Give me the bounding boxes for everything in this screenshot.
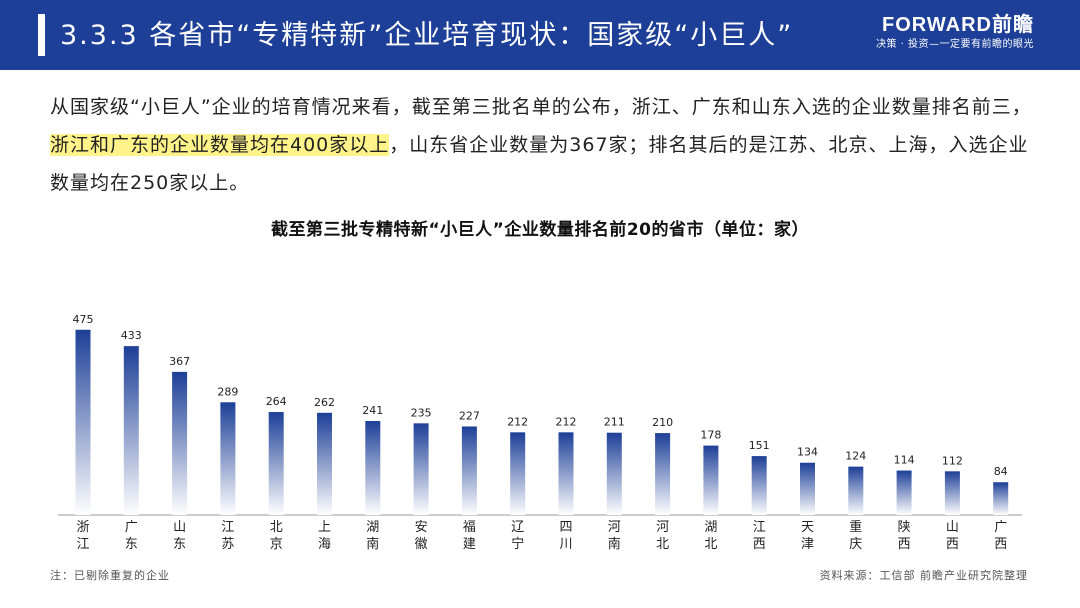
bar [268, 412, 284, 515]
data-label: 367 [169, 355, 190, 368]
x-tick-label: 津 [801, 537, 814, 552]
data-label: 84 [994, 465, 1008, 478]
x-tick-label: 海 [318, 537, 331, 552]
data-label: 151 [749, 439, 770, 452]
x-tick-label: 庆 [849, 537, 862, 552]
x-tick-label: 建 [463, 537, 476, 552]
x-tick-label: 重 [849, 519, 862, 535]
logo-slogan: 决策 · 投资—一定要有前瞻的眼光 [875, 39, 1034, 50]
chart-title: 截至第三批专精特新“小巨人”企业数量排名前20的省市（单位：家） [270, 220, 809, 240]
x-tick-label: 安 [415, 520, 428, 535]
x-tick-label: 川 [559, 537, 572, 552]
x-tick-label: 天 [801, 520, 814, 535]
intro-highlight: 浙江和广东的企业数量均在400家以上 [50, 134, 390, 156]
x-tick-label: 山 [946, 520, 959, 535]
bar [365, 421, 381, 515]
intro-paragraph: 从国家级“小巨人”企业的培育情况来看，截至第三批名单的公布，浙江、广东和山东入选… [50, 88, 1035, 202]
x-tick-label: 湖 [704, 520, 717, 535]
bar [655, 433, 671, 515]
header-accent-bar [38, 14, 45, 56]
x-tick-label: 宁 [511, 536, 524, 552]
bar [123, 346, 139, 515]
x-tick-label: 京 [270, 537, 283, 552]
x-tick-label: 广 [125, 520, 138, 535]
data-label: 178 [700, 429, 721, 442]
footnote: 注：已剔除重复的企业 [50, 569, 170, 582]
page-title: 3.3.3 各省市“专精特新”企业培育现状：国家级“小巨人” [60, 20, 794, 51]
x-tick-label: 福 [463, 520, 476, 535]
bar [317, 412, 332, 515]
intro-text-part2: ，山东省企业数量为367家；排名其后的是江苏、北京、上海，入选企业数量均在250… [50, 134, 1029, 194]
data-label: 475 [73, 313, 94, 326]
x-tick-label: 西 [994, 537, 1007, 552]
x-tick-label: 北 [270, 520, 283, 535]
x-tick-label: 东 [173, 537, 186, 552]
x-tick-label: 西 [898, 537, 911, 552]
x-tick-label: 河 [608, 520, 621, 535]
bar-chart: 475浙江433广东367山东289江苏264北京262上海241湖南235安徽… [58, 313, 1022, 552]
x-tick-label: 江 [76, 537, 89, 552]
data-label: 134 [797, 446, 818, 459]
x-tick-label: 西 [946, 537, 959, 552]
bar [993, 482, 1009, 515]
x-tick-label: 江 [221, 520, 234, 535]
x-tick-label: 四 [559, 520, 572, 535]
bar [461, 426, 477, 515]
x-tick-label: 苏 [221, 536, 234, 552]
data-label: 112 [942, 454, 963, 467]
logo-text: FORWARD前瞻 [882, 14, 1034, 36]
x-tick-label: 陕 [898, 520, 911, 535]
x-tick-label: 江 [753, 520, 766, 535]
data-label: 433 [121, 329, 142, 342]
intro-text-part1: 从国家级“小巨人”企业的培育情况来看，截至第三批名单的公布，浙江、广东和山东入选… [50, 96, 1032, 118]
bar [800, 462, 815, 515]
source-note: 资料来源：工信部 前瞻产业研究院整理 [819, 569, 1028, 582]
data-label: 289 [217, 385, 238, 398]
x-tick-label: 山 [173, 520, 186, 535]
data-label: 235 [411, 406, 432, 419]
brand-logo: FORWARD前瞻 决策 · 投资—一定要有前瞻的眼光 [874, 13, 1034, 53]
bar [172, 371, 188, 515]
x-tick-label: 上 [318, 520, 331, 535]
bar [220, 402, 236, 515]
x-tick-label: 浙 [76, 520, 89, 535]
data-label: 264 [266, 395, 287, 408]
data-label: 212 [507, 415, 528, 428]
data-label: 241 [362, 404, 383, 417]
x-tick-label: 东 [125, 537, 138, 552]
data-label: 114 [894, 454, 915, 467]
x-tick-label: 北 [704, 537, 717, 552]
data-label: 124 [845, 450, 866, 463]
x-tick-label: 辽 [511, 520, 524, 535]
header-bar: 3.3.3 各省市“专精特新”企业培育现状：国家级“小巨人” FORWARD前瞻… [0, 0, 1080, 70]
x-tick-label: 湖 [366, 520, 379, 535]
bar [558, 432, 574, 515]
x-tick-label: 北 [656, 537, 669, 552]
bar [944, 471, 960, 515]
bar [751, 456, 767, 515]
x-tick-label: 南 [366, 536, 379, 552]
x-tick-label: 南 [608, 536, 621, 552]
bar [896, 470, 912, 515]
bar [703, 445, 719, 515]
data-label: 212 [556, 415, 577, 428]
bar [75, 329, 91, 515]
bar [510, 432, 526, 515]
data-label: 227 [459, 409, 480, 422]
bar [413, 423, 429, 515]
bar [606, 432, 622, 515]
x-tick-label: 广 [994, 520, 1007, 535]
data-label: 210 [652, 416, 673, 429]
data-label: 262 [314, 396, 335, 409]
bar [848, 466, 864, 515]
x-tick-label: 徽 [415, 537, 428, 552]
x-tick-label: 河 [656, 520, 669, 535]
data-label: 211 [604, 416, 625, 429]
x-tick-label: 西 [753, 537, 766, 552]
